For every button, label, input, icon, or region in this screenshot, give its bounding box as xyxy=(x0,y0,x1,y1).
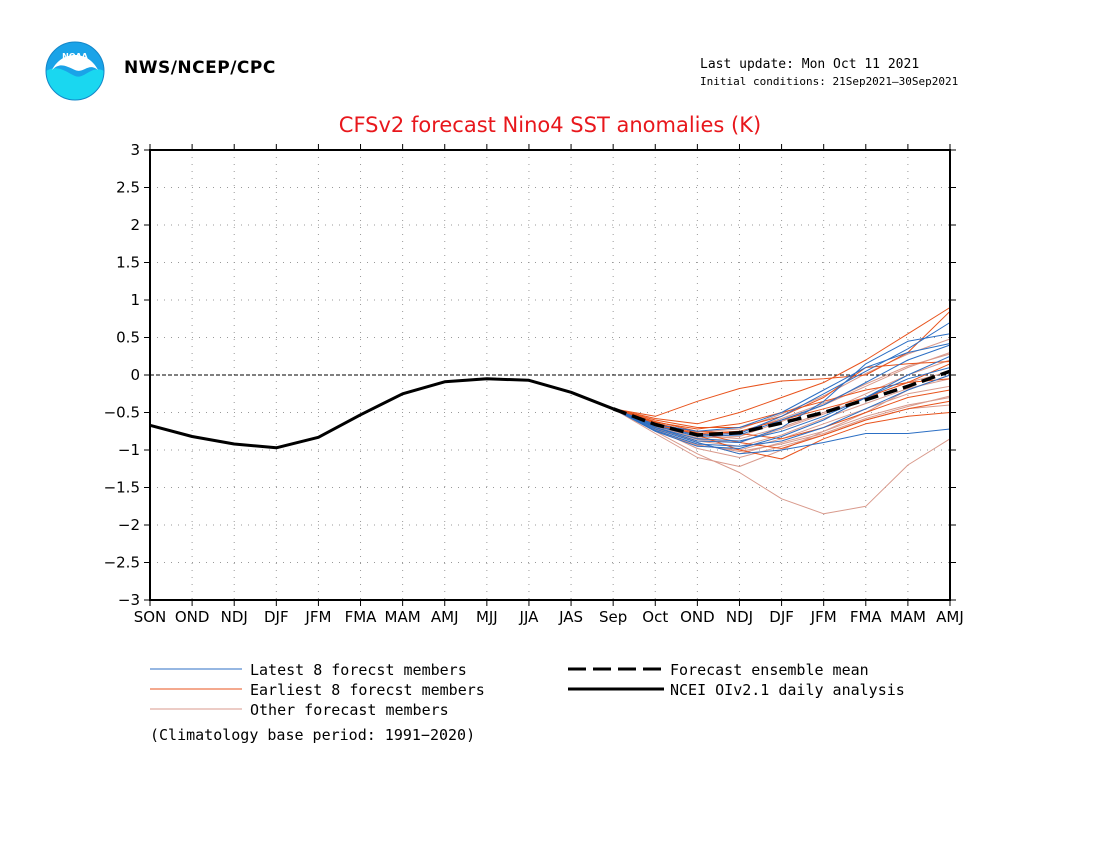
last-update-label: Last update: Mon Oct 11 2021 xyxy=(700,57,920,72)
x-tick-label: AMJ xyxy=(431,608,459,626)
series-line-earliest-1 xyxy=(613,310,951,417)
y-tick-label: −0.5 xyxy=(104,404,140,422)
series-line-earliest-2 xyxy=(613,307,951,425)
x-tick-label: FMA xyxy=(850,608,883,626)
legend-other-label: Other forecast members xyxy=(250,701,449,719)
climatology-note: (Climatology base period: 1991−2020) xyxy=(150,726,476,744)
x-tick-label: DJF xyxy=(769,608,794,626)
series-line-analysis xyxy=(149,377,614,450)
x-tick-label: NDJ xyxy=(221,608,248,626)
x-tick-label: JFM xyxy=(304,608,331,626)
x-tick-label: Oct xyxy=(642,608,668,626)
agency-label: NWS/NCEP/CPC xyxy=(124,58,276,78)
series-line-latest-7 xyxy=(612,374,951,447)
y-tick-label: 1 xyxy=(130,291,140,309)
y-tick-label: 2 xyxy=(130,216,140,234)
series-line-latest-1 xyxy=(612,333,951,443)
y-tick-label: 3 xyxy=(130,141,140,159)
series-line-other-1 xyxy=(612,408,951,515)
x-tick-label: DJF xyxy=(264,608,289,626)
y-tick-label: −1.5 xyxy=(104,479,140,497)
x-tick-label: MAM xyxy=(385,608,421,626)
x-tick-label: OND xyxy=(175,608,210,626)
y-tick-label: 0 xyxy=(130,366,140,384)
series-line-other-9 xyxy=(612,378,951,447)
x-tick-label: FMA xyxy=(345,608,378,626)
series-line-latest-5 xyxy=(613,343,951,432)
legend-swatches-right xyxy=(568,667,664,691)
legend-swatches-left xyxy=(150,668,242,710)
y-tick-label: −3 xyxy=(118,591,140,609)
initial-conditions-label: Initial conditions: 21Sep2021–30Sep2021 xyxy=(700,75,959,88)
legend-latest-label: Latest 8 forecst members xyxy=(250,661,467,679)
y-tick-label: 0.5 xyxy=(116,329,140,347)
series-line-mean xyxy=(612,369,951,437)
x-tick-label: OND xyxy=(680,608,715,626)
y-tick-label: 1.5 xyxy=(116,254,140,272)
x-tick-label: MAM xyxy=(890,608,926,626)
y-tick-label: −2 xyxy=(118,516,140,534)
legend-earliest-label: Earliest 8 forecst members xyxy=(250,681,485,699)
x-tick-label: MJJ xyxy=(476,608,498,626)
chart-title: CFSv2 forecast Nino4 SST anomalies (K) xyxy=(338,113,762,137)
legend-analysis-label: NCEI OIv2.1 daily analysis xyxy=(670,681,905,699)
y-tick-label: −1 xyxy=(118,441,140,459)
legend-mean-label: Forecast ensemble mean xyxy=(670,661,869,679)
series-line-latest-4 xyxy=(612,408,951,455)
x-tick-label: AMJ xyxy=(936,608,964,626)
series-line-latest-2 xyxy=(612,355,951,449)
x-tick-label: JJA xyxy=(519,608,540,626)
series-line-latest-6 xyxy=(612,367,951,442)
x-tick-label: JAS xyxy=(558,608,583,626)
x-tick-label: JFM xyxy=(810,608,837,626)
noaa-logo-icon: NOAA xyxy=(44,40,106,106)
x-tick-label: NDJ xyxy=(726,608,753,626)
series-line-latest-8 xyxy=(613,322,951,436)
x-tick-label: Sep xyxy=(599,608,627,626)
noaa-logo-text: NOAA xyxy=(62,52,88,61)
y-tick-label: −2.5 xyxy=(104,554,140,572)
y-tick-label: 2.5 xyxy=(116,179,140,197)
x-tick-label: SON xyxy=(134,608,167,626)
